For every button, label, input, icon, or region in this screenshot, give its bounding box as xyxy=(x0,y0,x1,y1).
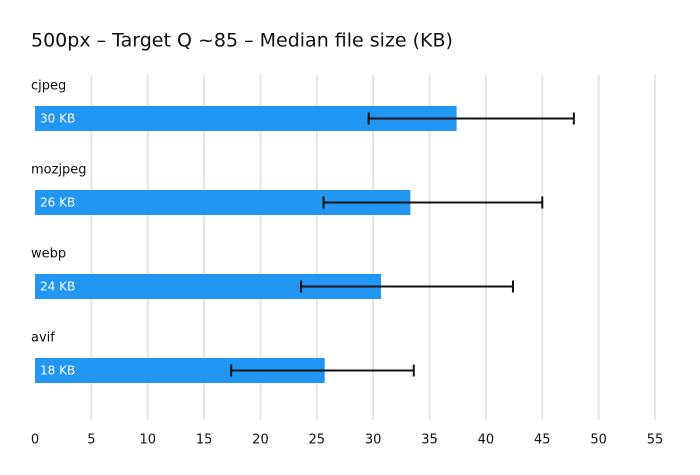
x-tick-label: 0 xyxy=(31,433,39,448)
error-bar xyxy=(322,196,544,209)
chart-title: 500px – Target Q ~85 – Median file size … xyxy=(31,30,453,52)
x-tick-label: 50 xyxy=(590,433,607,448)
category-label: cjpeg xyxy=(31,79,66,94)
category-label: avif xyxy=(31,331,55,346)
bar-label: 24 KB xyxy=(40,280,75,294)
x-tick-label: 55 xyxy=(647,433,664,448)
x-tick-label: 45 xyxy=(534,433,551,448)
x-tick-label: 10 xyxy=(139,433,156,448)
x-tick-label: 35 xyxy=(421,433,438,448)
error-bar xyxy=(300,280,514,293)
x-tick-label: 40 xyxy=(478,433,495,448)
bar-label: 30 KB xyxy=(40,112,75,126)
category-label: mozjpeg xyxy=(31,163,87,178)
error-bar xyxy=(230,364,415,377)
x-tick-label: 15 xyxy=(196,433,213,448)
error-bar xyxy=(367,112,575,125)
category-label: webp xyxy=(31,247,66,262)
x-tick-label: 30 xyxy=(365,433,382,448)
x-tick-label: 5 xyxy=(87,433,95,448)
x-tick-label: 25 xyxy=(309,433,326,448)
bar-label: 26 KB xyxy=(40,196,75,210)
bar-label: 18 KB xyxy=(40,364,75,378)
x-tick-label: 20 xyxy=(252,433,269,448)
